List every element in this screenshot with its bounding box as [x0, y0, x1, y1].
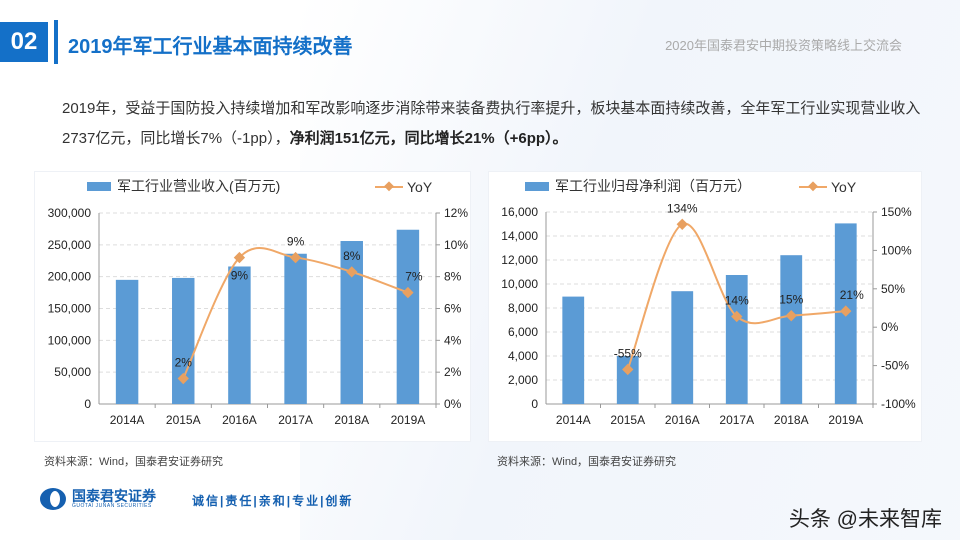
- legend-line-marker: [808, 181, 818, 192]
- x-tick: 2017A: [278, 413, 313, 427]
- slogan: 诚信|责任|亲和|专业|创新: [192, 494, 354, 508]
- bar: [115, 279, 139, 404]
- y-right-tick: 150%: [881, 205, 912, 219]
- yoy-data-label: 21%: [840, 288, 864, 302]
- y-left-tick: 300,000: [48, 206, 92, 220]
- y-left-tick: 4,000: [508, 349, 538, 363]
- y-left-tick: 0: [84, 397, 91, 411]
- x-tick: 2019A: [828, 413, 863, 427]
- x-tick: 2014A: [110, 413, 145, 427]
- legend-bar-label: 军工行业营业收入(百万元): [117, 178, 280, 194]
- bar: [284, 253, 307, 404]
- section-number: 02: [0, 22, 48, 62]
- summary-text: 2019年，受益于国防投入持续增加和军改影响逐步消除带来装备费执行率提升，板块基…: [62, 100, 921, 147]
- y-left-tick: 200,000: [48, 270, 92, 284]
- x-tick: 2018A: [334, 413, 369, 427]
- y-right-tick: 8%: [444, 270, 462, 284]
- x-tick: 2019A: [391, 413, 426, 427]
- yoy-marker: [785, 310, 797, 322]
- logo-icon: [40, 488, 66, 510]
- legend-bar-swatch: [525, 182, 549, 191]
- summary-paragraph: 2019年，受益于国防投入持续增加和军改影响逐步消除带来装备费执行率提升，板块基…: [62, 94, 922, 154]
- y-left-tick: 50,000: [54, 365, 91, 379]
- watermark: 头条 @未来智库: [788, 508, 942, 531]
- y-left-tick: 14,000: [501, 229, 538, 243]
- y-right-tick: 12%: [444, 206, 468, 220]
- bar: [780, 255, 803, 404]
- legend-bar-label: 军工行业归母净利润（百万元）: [555, 178, 751, 194]
- revenue-chart-panel: 军工行业营业收入(百万元) YoY 0 50,000 100,000 150,000 200…: [34, 171, 471, 442]
- yoy-data-label: 2%: [175, 356, 193, 370]
- yoy-marker: [731, 310, 743, 323]
- revenue-chart: 军工行业营业收入(百万元) YoY 0 50,000 100,000 150,000 200…: [48, 178, 469, 427]
- y-left-tick: 2,000: [508, 373, 538, 387]
- yoy-data-label: 7%: [405, 270, 423, 284]
- bar: [671, 291, 694, 404]
- y-right-tick: -50%: [881, 359, 909, 373]
- x-tick: 2015A: [166, 413, 201, 427]
- source-note-left: 资料来源：Wind，国泰君安证券研究: [44, 456, 224, 468]
- legend-line-label: YoY: [831, 179, 857, 195]
- company-logo: 国泰君安证券 GUOTAI JUNAN SECURITIES: [40, 488, 156, 510]
- y-left-tick: 12,000: [501, 253, 538, 267]
- x-tick: 2016A: [222, 413, 257, 427]
- bar: [725, 275, 748, 404]
- yoy-line: [182, 247, 409, 379]
- x-tick: 2014A: [556, 413, 591, 427]
- y-left-tick: 100,000: [48, 333, 92, 347]
- summary-highlight: 净利润151亿元，同比增长21%（+6pp）。: [289, 130, 568, 147]
- y-left-tick: 6,000: [508, 325, 538, 339]
- page-title: 2019年军工行业基本面持续改善: [68, 36, 353, 58]
- bar: [562, 296, 585, 404]
- y-right-tick: 0%: [444, 397, 462, 411]
- bar: [396, 229, 420, 404]
- bar: [172, 277, 195, 404]
- logo-text: 国泰君安证券: [72, 488, 156, 504]
- legend-bar-swatch: [87, 182, 111, 191]
- y-left-tick: 8,000: [508, 301, 538, 315]
- y-right-tick: -100%: [881, 397, 916, 411]
- x-tick: 2018A: [774, 413, 809, 427]
- title-divider: [54, 20, 58, 64]
- y-right-tick: 100%: [881, 243, 912, 257]
- y-left-tick: 16,000: [501, 205, 538, 219]
- x-tick: 2015A: [610, 413, 645, 427]
- bar: [340, 241, 363, 404]
- yoy-marker: [177, 372, 189, 385]
- yoy-data-label: 9%: [287, 235, 305, 249]
- yoy-data-label: 9%: [231, 269, 249, 283]
- profit-chart: 军工行业归母净利润（百万元） YoY 0 2,000 4,000 6,000 8,000 10…: [501, 178, 916, 427]
- yoy-data-label: -55%: [614, 346, 642, 360]
- bar: [228, 266, 251, 404]
- x-tick: 2017A: [719, 413, 754, 427]
- legend-line-label: YoY: [407, 179, 433, 195]
- yoy-data-label: 8%: [343, 249, 361, 263]
- yoy-data-label: 15%: [779, 293, 803, 307]
- bar: [616, 356, 639, 404]
- source-note-right: 资料来源：Wind，国泰君安证券研究: [497, 456, 677, 468]
- y-left-tick: 150,000: [48, 302, 92, 316]
- yoy-data-label: 14%: [725, 293, 749, 307]
- yoy-marker: [840, 305, 852, 317]
- y-right-tick: 50%: [881, 282, 905, 296]
- yoy-data-label: 134%: [667, 201, 698, 215]
- legend-line-marker: [384, 181, 394, 192]
- y-right-tick: 10%: [444, 238, 468, 252]
- y-right-tick: 4%: [444, 333, 462, 347]
- profit-chart-panel: 军工行业归母净利润（百万元） YoY 0 2,000 4,000 6,000 8,000 10…: [488, 171, 922, 442]
- y-right-tick: 2%: [444, 365, 462, 379]
- conference-name: 2020年国泰君安中期投资策略线上交流会: [665, 38, 902, 53]
- x-tick: 2016A: [665, 413, 700, 427]
- y-left-tick: 0: [531, 397, 538, 411]
- y-left-tick: 250,000: [48, 238, 92, 252]
- logo-subtext: GUOTAI JUNAN SECURITIES: [72, 503, 152, 509]
- y-left-tick: 10,000: [501, 277, 538, 291]
- y-right-tick: 6%: [444, 302, 462, 316]
- y-right-tick: 0%: [881, 320, 899, 334]
- yoy-marker: [622, 363, 634, 376]
